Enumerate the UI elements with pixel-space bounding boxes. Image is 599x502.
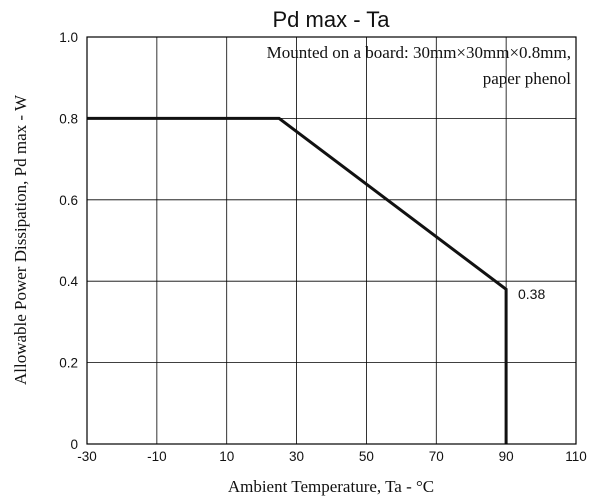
x-tick-label: -30 [77,449,97,464]
y-tick-label: 0.2 [59,356,78,371]
y-tick-label: 0 [70,437,78,452]
x-tick-label: 90 [499,449,514,464]
board-note-line-2: paper phenol [483,69,572,88]
series-layer [87,116,508,444]
endpoint-value-label: 0.38 [518,286,545,302]
grid-lines [87,37,576,444]
x-tick-label: 30 [289,449,304,464]
x-tick-label: 10 [219,449,234,464]
y-tick-label: 1.0 [59,30,78,45]
x-axis-label: Ambient Temperature, Ta - °C [228,477,434,496]
y-tick-label: 0.4 [59,274,78,289]
y-tick-label: 0.8 [59,111,78,126]
tick-labels: -30 -10 10 30 50 70 90 110 0 0.2 0.4 0.6 0.8 1.0 [59,30,587,464]
x-tick-label: 50 [359,449,374,464]
board-note-line-1: Mounted on a board: 30mm×30mm×0.8mm, [267,43,571,62]
plot-frame [86,36,577,445]
derating-curve [87,116,508,444]
y-tick-label: 0.6 [59,193,78,208]
x-tick-label: -10 [147,449,167,464]
x-tick-label: 110 [565,449,587,464]
chart-title: Pd max - Ta [273,7,391,32]
x-tick-label: 70 [429,449,444,464]
y-axis-label: Allowable Power Dissipation, Pd max - W [11,94,30,385]
